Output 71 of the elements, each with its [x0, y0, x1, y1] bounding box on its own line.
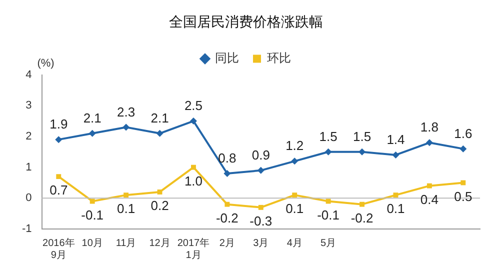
x-tick-label: 5月 [320, 238, 336, 249]
data-label: -0.2 [350, 210, 374, 226]
data-label: 1.5 [352, 128, 372, 144]
point [190, 118, 197, 125]
point [292, 192, 298, 198]
legend-label: 同比 [215, 51, 239, 66]
point [157, 190, 162, 194]
data-label: -0.1 [317, 207, 340, 222]
y-tick-label: 2 [26, 130, 32, 143]
point [393, 192, 398, 198]
point [88, 130, 96, 137]
point [360, 202, 364, 207]
x-tick-label: 10月 [82, 238, 103, 249]
point [190, 164, 196, 170]
data-label: 2.5 [184, 98, 203, 114]
data-label: 0.8 [218, 150, 236, 166]
data-label: -0.1 [81, 207, 104, 222]
data-label: 1.8 [420, 120, 438, 135]
data-label: 1.2 [286, 138, 304, 154]
y-axis-title: (%) [37, 57, 54, 70]
data-label: 2.1 [83, 110, 102, 126]
data-label: 1.0 [184, 173, 203, 188]
chart-title: 全国居民消费价格涨跌幅 [169, 13, 323, 30]
data-label: 1.5 [319, 128, 338, 144]
point [426, 139, 433, 146]
point [258, 204, 264, 210]
data-label: 0.4 [420, 192, 438, 207]
data-label: 2.3 [117, 104, 136, 120]
data-label: -0.3 [250, 213, 272, 228]
point [426, 183, 432, 188]
data-label: 2.1 [150, 110, 169, 126]
x-tick-label: 4月 [286, 238, 302, 249]
x-tick-label: 11月 [116, 238, 136, 249]
data-label: 1.9 [50, 116, 68, 132]
y-tick-label: -1 [22, 223, 32, 236]
legend-label: 环比 [267, 51, 291, 66]
data-label: 0.1 [286, 201, 304, 216]
point [56, 174, 62, 180]
point [224, 202, 230, 207]
x-tick-label: 2017年 1月 [177, 236, 210, 261]
y-tick-label: 4 [26, 68, 32, 81]
data-label: 0.2 [150, 198, 169, 214]
x-tick-label: 2016年 9月 [42, 236, 75, 261]
point [55, 136, 62, 144]
point [326, 198, 331, 204]
data-label: 1.6 [454, 126, 472, 141]
data-label: 0.7 [50, 182, 68, 198]
point [460, 180, 466, 186]
point [358, 148, 366, 156]
data-label: 0.1 [386, 201, 405, 216]
point [156, 130, 164, 137]
data-label: 0.9 [252, 147, 270, 162]
point [392, 151, 400, 158]
data-label: 0.1 [117, 201, 136, 216]
point [324, 148, 332, 156]
point [124, 192, 129, 198]
point [257, 166, 264, 174]
point [224, 170, 231, 177]
x-tick-label: 12月 [149, 238, 170, 249]
x-tick-label: 2月 [219, 238, 235, 249]
y-tick-label: 3 [26, 100, 32, 112]
point [460, 145, 467, 152]
data-label: 1.4 [386, 132, 405, 148]
y-tick-label: 1 [26, 161, 32, 174]
x-tick-label: 3月 [253, 238, 269, 249]
point [291, 158, 298, 165]
y-tick-label: 0 [26, 192, 32, 204]
data-label: 0.5 [454, 188, 472, 204]
point [122, 124, 130, 131]
data-label: -0.2 [216, 210, 238, 226]
point [90, 198, 95, 204]
